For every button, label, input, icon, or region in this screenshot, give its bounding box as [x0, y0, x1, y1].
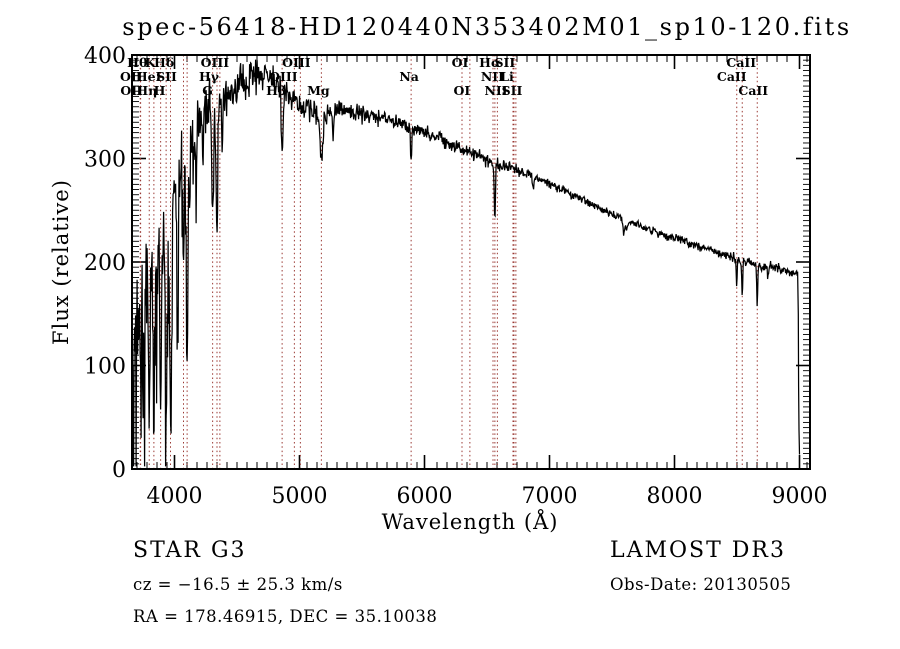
- line-label-OIII: OIII: [282, 55, 311, 70]
- obs-date-label: Obs-Date: 20130505: [610, 575, 791, 594]
- line-label-OIII: OIII: [269, 69, 298, 84]
- x-tick-label: 6000: [397, 484, 453, 509]
- ra-dec-label: RA = 178.46915, DEC = 35.10038: [133, 607, 437, 626]
- object-class-label: STAR G3: [133, 538, 247, 563]
- axis-ticks: [132, 54, 810, 470]
- line-label-SII: SII: [156, 69, 177, 84]
- footer-annotations: STAR G3 cz = −16.5 ± 25.3 km/s RA = 178.…: [133, 538, 791, 626]
- line-label-CaII: CaII: [738, 83, 768, 98]
- line-label-NII: NII: [481, 69, 504, 84]
- line-label-Hγ: Hγ: [199, 69, 220, 84]
- line-label-SII: SII: [495, 55, 516, 70]
- y-tick-label: 0: [112, 458, 126, 483]
- x-tick-label: 7000: [522, 484, 578, 509]
- plot-title: spec-56418-HD120440N353402M01_sp10-120.f…: [122, 13, 852, 41]
- line-label-K: K: [145, 55, 157, 70]
- spectrum-trace: [131, 59, 801, 467]
- x-tick-label: 8000: [647, 484, 703, 509]
- x-tick-label: 9000: [772, 484, 828, 509]
- line-label-SII: SII: [502, 83, 523, 98]
- survey-label: LAMOST DR3: [610, 538, 786, 563]
- line-label-Li: Li: [500, 69, 514, 84]
- y-axis-title: Flux (relative): [49, 179, 73, 345]
- line-label-Hα: Hα: [479, 55, 501, 70]
- x-axis-title: Wavelength (Å): [382, 509, 559, 534]
- line-label-CaII: CaII: [726, 55, 756, 70]
- y-tick-label: 100: [84, 355, 126, 380]
- y-tick-label: 400: [84, 44, 126, 69]
- line-label-Mg: Mg: [307, 83, 330, 98]
- line-label-OI: OI: [454, 83, 471, 98]
- y-tick-label: 300: [84, 148, 126, 173]
- cz-value-label: cz = −16.5 ± 25.3 km/s: [133, 575, 343, 594]
- line-label-G: G: [202, 83, 213, 98]
- line-label-Hβ: Hβ: [266, 83, 286, 98]
- x-tick-label: 5000: [272, 484, 328, 509]
- y-tick-label: 200: [84, 251, 126, 276]
- line-label-CaII: CaII: [717, 69, 747, 84]
- x-tick-label: 4000: [147, 484, 203, 509]
- line-label-H: H: [154, 83, 166, 98]
- line-label-Na: Na: [399, 69, 419, 84]
- line-label-NII: NII: [484, 83, 507, 98]
- plot-border: [131, 54, 811, 470]
- axis-tick-labels: 4000 5000 6000 7000 8000 9000 0 100 200 300 400: [84, 44, 828, 509]
- line-label-Hδ: Hδ: [154, 55, 174, 70]
- line-label-OI: OI: [452, 55, 469, 70]
- line-label-Hη: Hη: [136, 83, 157, 98]
- line-label-HeI: HeI: [136, 69, 162, 84]
- spectral-line-markers: [139, 55, 758, 469]
- line-label-OIII: OIII: [201, 55, 230, 70]
